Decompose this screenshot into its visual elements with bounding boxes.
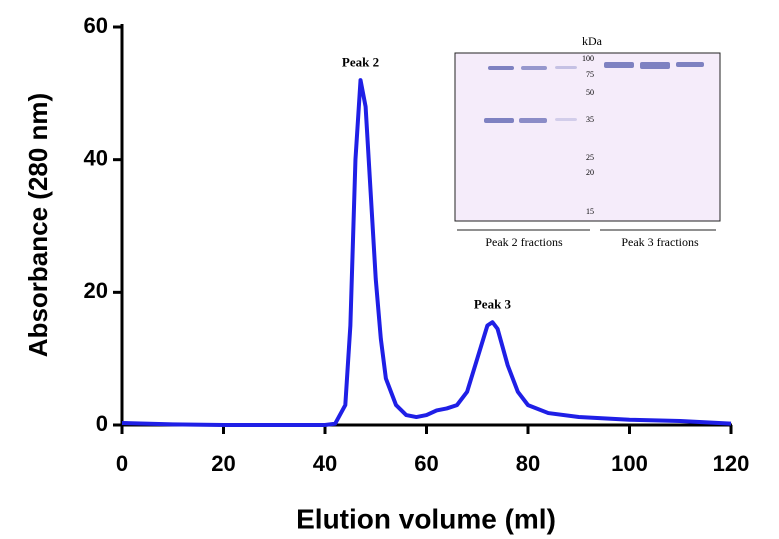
annotation: Peak 2 — [342, 54, 379, 69]
x-tick-label: 20 — [211, 451, 235, 476]
y-tick-label: 0 — [96, 411, 108, 436]
x-axis-title: Elution volume (ml) — [296, 503, 556, 534]
x-tick-label: 60 — [414, 451, 438, 476]
y-tick-label: 20 — [84, 278, 108, 303]
y-tick-label: 40 — [84, 145, 108, 170]
marker-label: 35 — [586, 115, 594, 124]
gel-image — [454, 52, 721, 222]
y-axis-title: Absorbance (280 nm) — [23, 93, 53, 357]
x-tick-label: 120 — [713, 451, 750, 476]
gel-bands — [484, 62, 704, 123]
marker-label: 75 — [586, 70, 594, 79]
marker-label: 20 — [586, 168, 594, 177]
x-tick-label: 80 — [516, 451, 540, 476]
y-tick-label: 60 — [84, 13, 108, 38]
lane-group-label: Peak 2 fractions — [485, 235, 563, 249]
marker-label: 25 — [586, 153, 594, 162]
line — [121, 78, 732, 427]
x-tick-label: 100 — [611, 451, 648, 476]
marker-label: 15 — [586, 207, 594, 216]
x-tick-label: 0 — [116, 451, 128, 476]
lane-group-label: Peak 3 fractions — [621, 235, 699, 249]
annotation: Peak 3 — [474, 297, 512, 312]
marker-label: 50 — [586, 88, 594, 97]
inset-unit: kDa — [582, 34, 603, 48]
x-tick-label: 40 — [313, 451, 337, 476]
marker-label: 100 — [582, 54, 594, 63]
